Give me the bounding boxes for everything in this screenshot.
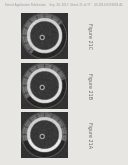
Text: Patent Application Publication    Sep. 26, 2013  Sheet 21 of 37    US 2013/02968: Patent Application Publication Sep. 26, … bbox=[5, 2, 123, 7]
Text: Figure 21A: Figure 21A bbox=[87, 122, 92, 148]
Text: Figure 21B: Figure 21B bbox=[87, 73, 92, 99]
Text: Figure 21C: Figure 21C bbox=[87, 23, 92, 49]
